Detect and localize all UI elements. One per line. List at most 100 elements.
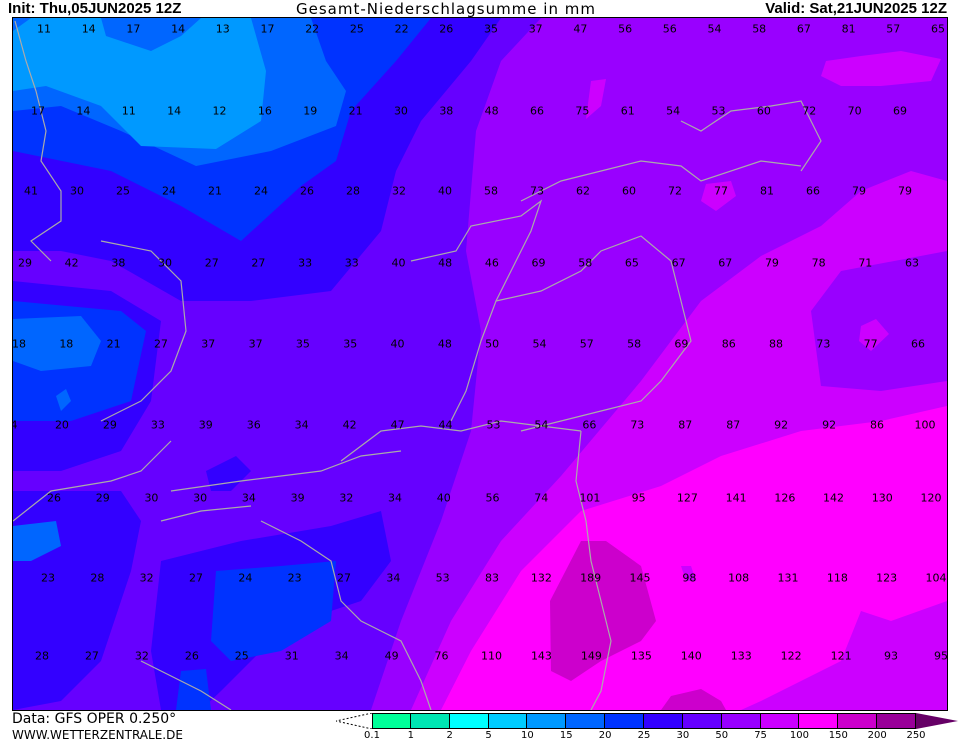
grid-value: 104 — [925, 571, 947, 585]
grid-value: 30 — [158, 256, 173, 270]
grid-value: 61 — [620, 104, 635, 118]
grid-value: 32 — [134, 649, 149, 663]
grid-value: 81 — [760, 184, 774, 198]
grid-value: 130 — [871, 491, 893, 505]
coastlines — [13, 20, 822, 710]
legend-tick-label: 75 — [754, 730, 767, 741]
grid-value: 120 — [920, 491, 942, 505]
legend-swatch — [566, 713, 606, 729]
grid-value: 92 — [822, 418, 837, 432]
valid-time: Valid: Sat,21JUN2025 12Z — [765, 0, 947, 17]
grid-value: 73 — [530, 184, 544, 198]
grid-value: 66 — [806, 184, 820, 198]
grid-value: 4 — [13, 419, 18, 432]
grid-value: 27 — [204, 256, 219, 270]
grid-value: 40 — [390, 337, 405, 351]
grid-value: 69 — [674, 337, 689, 351]
grid-value: 11 — [121, 104, 136, 118]
grid-value: 27 — [84, 649, 99, 663]
grid-value: 27 — [251, 256, 266, 270]
precipitation-map: 11 14 17 14 13 17 22 25 22 26 35 37 47 56 56 54 58 67 81 57… — [12, 17, 948, 711]
grid-value: 47 — [573, 22, 588, 36]
grid-value: 35 — [295, 337, 310, 351]
grid-value: 37 — [248, 337, 263, 351]
legend-tick-label: 20 — [598, 730, 612, 741]
grid-value: 39 — [290, 491, 305, 505]
grid-value: 25 — [234, 649, 249, 663]
grid-value: 26 — [439, 22, 454, 36]
legend-tick-label: 0.1 — [364, 730, 380, 741]
grid-value: 37 — [528, 22, 543, 36]
grid-value: 26 — [184, 649, 199, 663]
grid-value: 79 — [852, 184, 866, 198]
grid-value: 86 — [721, 337, 736, 351]
grid-value: 110 — [481, 649, 502, 663]
grid-value: 14 — [76, 104, 91, 118]
grid-value: 141 — [725, 491, 747, 505]
grid-value: 53 — [711, 104, 726, 118]
grid-value: 28 — [90, 571, 105, 585]
grid-value: 121 — [830, 649, 852, 663]
grid-value: 56 — [618, 22, 633, 36]
grid-value: 22 — [305, 22, 320, 36]
grid-value: 29 — [95, 491, 110, 505]
grid-value: 39 — [198, 418, 213, 432]
contour-blob-25-30 — [206, 456, 251, 491]
grid-value: 42 — [64, 256, 79, 270]
map-title: Gesamt-Niederschlagsumme in mm — [296, 0, 596, 18]
grid-value: 33 — [150, 418, 165, 432]
grid-value: 69 — [531, 256, 546, 270]
grid-value: 57 — [579, 337, 594, 351]
grid-value: 16 — [257, 104, 272, 118]
legend-swatch — [410, 713, 450, 729]
legend-tick-label: 50 — [715, 730, 729, 741]
grid-value: 86 — [870, 418, 885, 432]
grid-value: 29 — [102, 418, 117, 432]
grid-value: 24 — [254, 184, 268, 198]
grid-value: 38 — [111, 256, 126, 270]
grid-value: 32 — [339, 491, 354, 505]
grid-value: 34 — [386, 571, 401, 585]
grid-value: 17 — [260, 22, 275, 36]
grid-value: 56 — [662, 22, 677, 36]
grid-value: 46 — [484, 256, 499, 270]
legend-tick-label: 150 — [828, 730, 848, 741]
grid-value: 98 — [682, 571, 697, 585]
grid-value: 54 — [534, 418, 549, 432]
grid-value: 95 — [631, 491, 646, 505]
grid-value: 131 — [777, 571, 799, 585]
legend-tick-label: 25 — [637, 730, 651, 741]
data-source-label: Data: GFS OPER 0.250° — [12, 711, 177, 727]
grid-value: 20 — [54, 418, 69, 432]
grid-value: 48 — [437, 337, 452, 351]
grid-value: 67 — [671, 256, 686, 270]
grid-value: 66 — [911, 337, 925, 351]
grid-value: 143 — [530, 649, 552, 663]
grid-value: 11 — [37, 22, 51, 36]
grid-value: 17 — [126, 22, 141, 36]
grid-value: 12 — [212, 104, 227, 118]
grid-value: 83 — [485, 571, 499, 585]
grid-value: 18 — [12, 337, 26, 351]
grid-value: 65 — [624, 256, 639, 270]
grid-value: 25 — [116, 184, 130, 198]
grid-value: 57 — [886, 22, 901, 36]
grid-value: 29 — [18, 256, 32, 270]
grid-value: 31 — [284, 649, 299, 663]
grid-value: 56 — [485, 491, 500, 505]
grid-value: 67 — [796, 22, 811, 36]
legend-tick-label: 5 — [485, 730, 492, 741]
legend-tick-label: 250 — [906, 730, 926, 741]
grid-value: 30 — [70, 184, 84, 198]
grid-value: 54 — [707, 22, 722, 36]
grid-value: 79 — [898, 184, 912, 198]
grid-value: 88 — [769, 337, 784, 351]
grid-value: 101 — [579, 491, 601, 505]
grid-value: 48 — [484, 104, 499, 118]
grid-value: 63 — [905, 256, 919, 270]
legend-underflow-triangle — [336, 713, 372, 729]
grid-value: 76 — [434, 649, 449, 663]
legend-swatch — [838, 713, 878, 729]
grid-value: 69 — [893, 104, 907, 118]
contour-150-200-south — [661, 689, 726, 710]
